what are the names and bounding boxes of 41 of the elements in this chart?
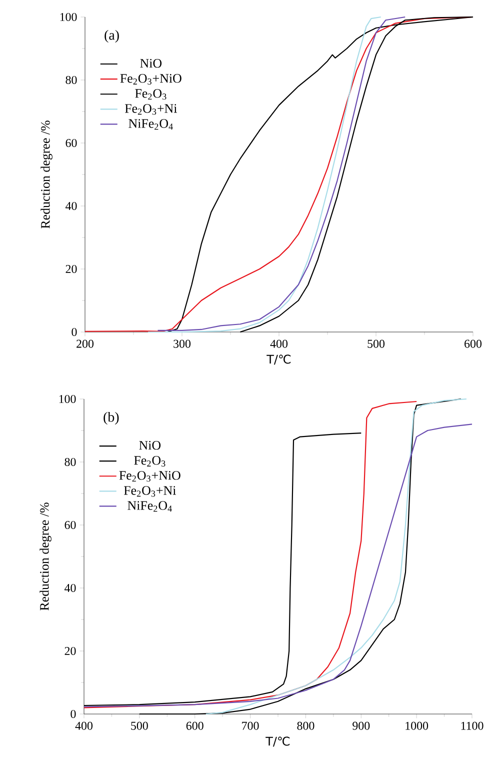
x-axis-title: T/℃ — [266, 736, 290, 747]
y-tick-label: 100 — [59, 394, 76, 404]
y-tick-label: 60 — [66, 138, 77, 148]
legend-label: Fe$_{2}$O$_{3}$ — [134, 456, 166, 467]
y-tick-label: 60 — [64, 520, 76, 530]
y-tick-label: 100 — [60, 12, 77, 22]
x-tick-label: 600 — [464, 340, 482, 348]
y-tick-label: 80 — [66, 76, 77, 84]
x-tick-label: 800 — [297, 722, 314, 730]
y-axis-title: Reduction degree /% — [40, 120, 52, 228]
x-tick-label: 500 — [368, 340, 385, 348]
x-tick-label: 200 — [76, 340, 94, 348]
x-tick-label: 500 — [131, 722, 148, 730]
x-tick-label: 900 — [352, 722, 370, 730]
y-tick-label: 20 — [64, 646, 76, 656]
legend-label: Fe$_{2}$O$_{3}$+Ni — [124, 104, 177, 115]
legend-label: Fe$_{2}$O$_{3}$+Ni — [124, 486, 176, 497]
y-tick-label: 20 — [66, 264, 77, 274]
x-tick-label: 300 — [174, 340, 191, 348]
y-tick-label: 40 — [64, 584, 76, 592]
x-tick-label: 700 — [242, 722, 259, 730]
x-tick-label: 1000 — [406, 722, 428, 730]
annotation: (b) — [104, 412, 119, 425]
x-tick-label: 600 — [186, 722, 204, 730]
legend-label: NiFe$_{2}$O$_{4}$ — [128, 501, 172, 512]
x-tick-label: 400 — [270, 340, 288, 348]
y-tick-label: 40 — [66, 202, 77, 210]
legend-label: Fe$_{2}$O$_{3}$+NiO — [119, 471, 180, 482]
legend-label: NiFe$_{2}$O$_{4}$ — [128, 119, 173, 130]
y-tick-label: 0 — [72, 328, 77, 336]
legend-label: Fe$_{2}$O$_{3}$ — [135, 89, 166, 100]
x-tick-label: 400 — [75, 722, 93, 730]
annotation: (a) — [104, 30, 119, 43]
x-tick-label: 1100 — [461, 722, 484, 730]
y-tick-label: 0 — [70, 710, 76, 718]
y-tick-label: 80 — [64, 458, 76, 466]
y-axis-title: Reduction degree /% — [40, 502, 52, 610]
x-axis-title: T/℃ — [266, 354, 291, 365]
legend-label: NiO — [139, 440, 161, 450]
legend-label: NiO — [140, 58, 162, 68]
legend-label: Fe$_{2}$O$_{3}$+NiO — [120, 74, 182, 85]
